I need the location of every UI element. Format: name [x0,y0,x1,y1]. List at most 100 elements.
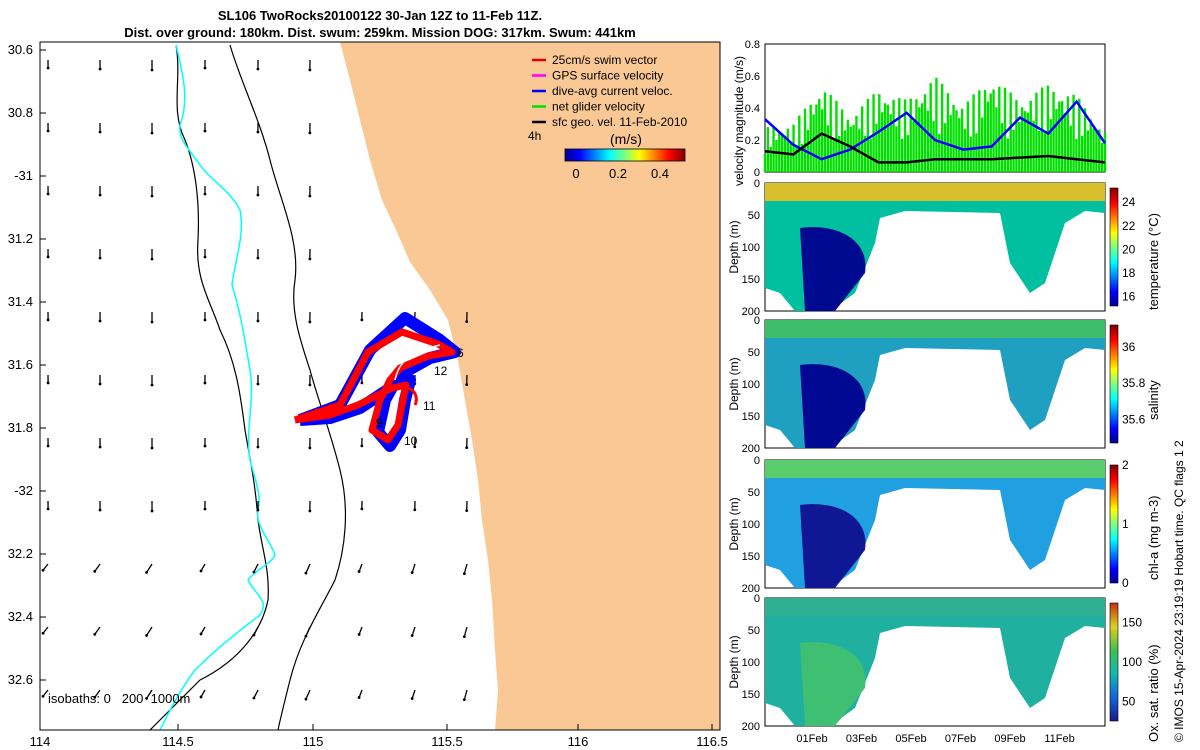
vector-arrow [304,689,311,701]
section-panel: 0 50 100 150 200 Depth (m) 35.6 35.8 36 [727,315,1146,455]
vector-arrow [203,59,207,70]
surface-layer [765,320,1105,338]
depth-label: Depth (m) [727,497,741,550]
glider-track: 6 12 11 9 10 [293,312,464,452]
isobaths-label: isobaths: 0 200 1000m [48,691,190,706]
depth-tick: 200 [742,721,760,733]
legend-entry: sfc geo. vel. 11-Feb-2010 [532,115,688,129]
depth-tick: 200 [742,306,760,318]
map-x-tick-label: 116.5 [696,734,728,749]
vector-arrow [203,185,207,196]
vector-arrow [462,689,468,702]
depth-tick: 150 [742,689,760,701]
map-panel: 114 114.5 115 115.5 116 116.530.630.8-3131.23… [8,41,728,749]
vector-arrow [308,122,312,135]
velocity-panel: 0 0.2 0.4 0.6 0.8 [745,39,1107,179]
track-label: 12 [434,364,448,378]
map-y-tick-label: 32.6 [8,672,33,687]
surface-layer [765,460,1105,478]
vector-arrow [256,437,260,449]
vector-arrow [199,563,206,573]
colorbar-tick-label: 22 [1122,219,1136,233]
depth-tick: 200 [742,443,760,455]
deep-layer [800,364,866,448]
date-tick: 05Feb [895,733,926,745]
vector-arrow [93,563,101,573]
vector-arrow [203,500,207,511]
vector-arrow [462,626,468,639]
depth-tick: 0 [754,455,760,467]
speed-colorbar [564,148,686,162]
legend-entry: GPS surface velocity [532,69,663,83]
vector-arrow [150,248,154,261]
legend-entry: dive-avg current veloc. [532,84,673,98]
vector-arrow [308,248,312,261]
depth-tick: 50 [748,210,760,222]
legend-entry: 25cm/s swim vector [532,53,657,67]
section-panel: 0 50 100 150 200 Depth (m) 0 1 2 [727,455,1129,595]
velocity-y-tick: 0.4 [745,103,760,115]
date-tick: 03Feb [846,733,877,745]
colorbar-tick-label: 35.8 [1122,376,1146,390]
vector-arrow [98,185,102,197]
depth-tick: 0 [754,315,760,327]
colorbar-tick: 0.2 [609,166,627,181]
map-x-tick-label: 115 [303,734,324,749]
date-tick: 11Feb [1044,733,1074,745]
depth-tick: 200 [742,583,760,595]
legend-label: GPS surface velocity [552,69,663,83]
section-panel: 0 50 100 150 200 Depth (m) 16 18 20 22 24 [727,178,1136,318]
map-x-tick-label: 115.5 [431,734,463,749]
salinity-colorbar-label: salinity [1146,380,1161,420]
vector-arrow [98,437,102,449]
chl-colorbar-label: chl-a (mg m-3) [1146,495,1161,580]
vector-arrow [357,563,363,573]
vector-arrow [199,626,206,636]
depth-tick: 150 [742,274,760,286]
vector-arrow [203,374,207,385]
legend-entry: net glider velocity [532,100,645,114]
vector-arrow [357,626,363,636]
legend-label: 25cm/s swim vector [552,53,657,67]
section-panel: 0 50 100 150 200 Depth (m) 50 100 150 [727,593,1142,733]
vector-arrow [252,563,259,574]
vector-arrow [150,185,154,198]
colorbar-tick-label: 100 [1122,655,1142,669]
legend-label: sfc geo. vel. 11-Feb-2010 [552,115,688,129]
colorbar-tick-label: 16 [1122,290,1136,304]
map-y-tick-label: 31.4 [8,294,33,309]
deep-layer [800,504,866,588]
colorbar-tick-label: 1 [1122,517,1129,531]
isobath-200 [229,44,347,730]
depth-tick: 150 [742,551,760,563]
velocity-y-tick: 0.2 [745,135,760,147]
depth-label: Depth (m) [727,357,741,410]
vector-arrow [98,248,102,260]
colorbar [1109,602,1119,722]
depth-tick: 100 [742,657,760,669]
oxygen-colorbar-label: Ox. sat. ratio (%) [1146,644,1161,742]
map-axis-ticks: 114 114.5 115 115.5 116 116.530.630.8-3131.23… [8,42,728,749]
vector-arrow [145,626,153,637]
depth-tick: 0 [754,593,760,605]
colorbar-tick-label: 36 [1122,340,1136,354]
depth-tick: 50 [748,487,760,499]
colorbar-tick-label: 24 [1122,195,1136,209]
vector-arrow [150,59,154,72]
vector-arrow [98,122,102,134]
legend-label: net glider velocity [552,100,645,114]
vector-arrow [93,689,101,699]
vector-arrow [46,122,50,133]
vector-arrow [308,374,312,387]
vector-arrow [304,563,311,575]
vector-arrow [98,59,102,71]
geostrophic-vectors [41,59,469,702]
colorbar-unit: (m/s) [610,131,642,147]
vector-arrow [150,311,154,324]
vector-arrow [308,311,312,324]
vector-arrow [308,185,312,198]
surface-layer [765,183,1105,201]
